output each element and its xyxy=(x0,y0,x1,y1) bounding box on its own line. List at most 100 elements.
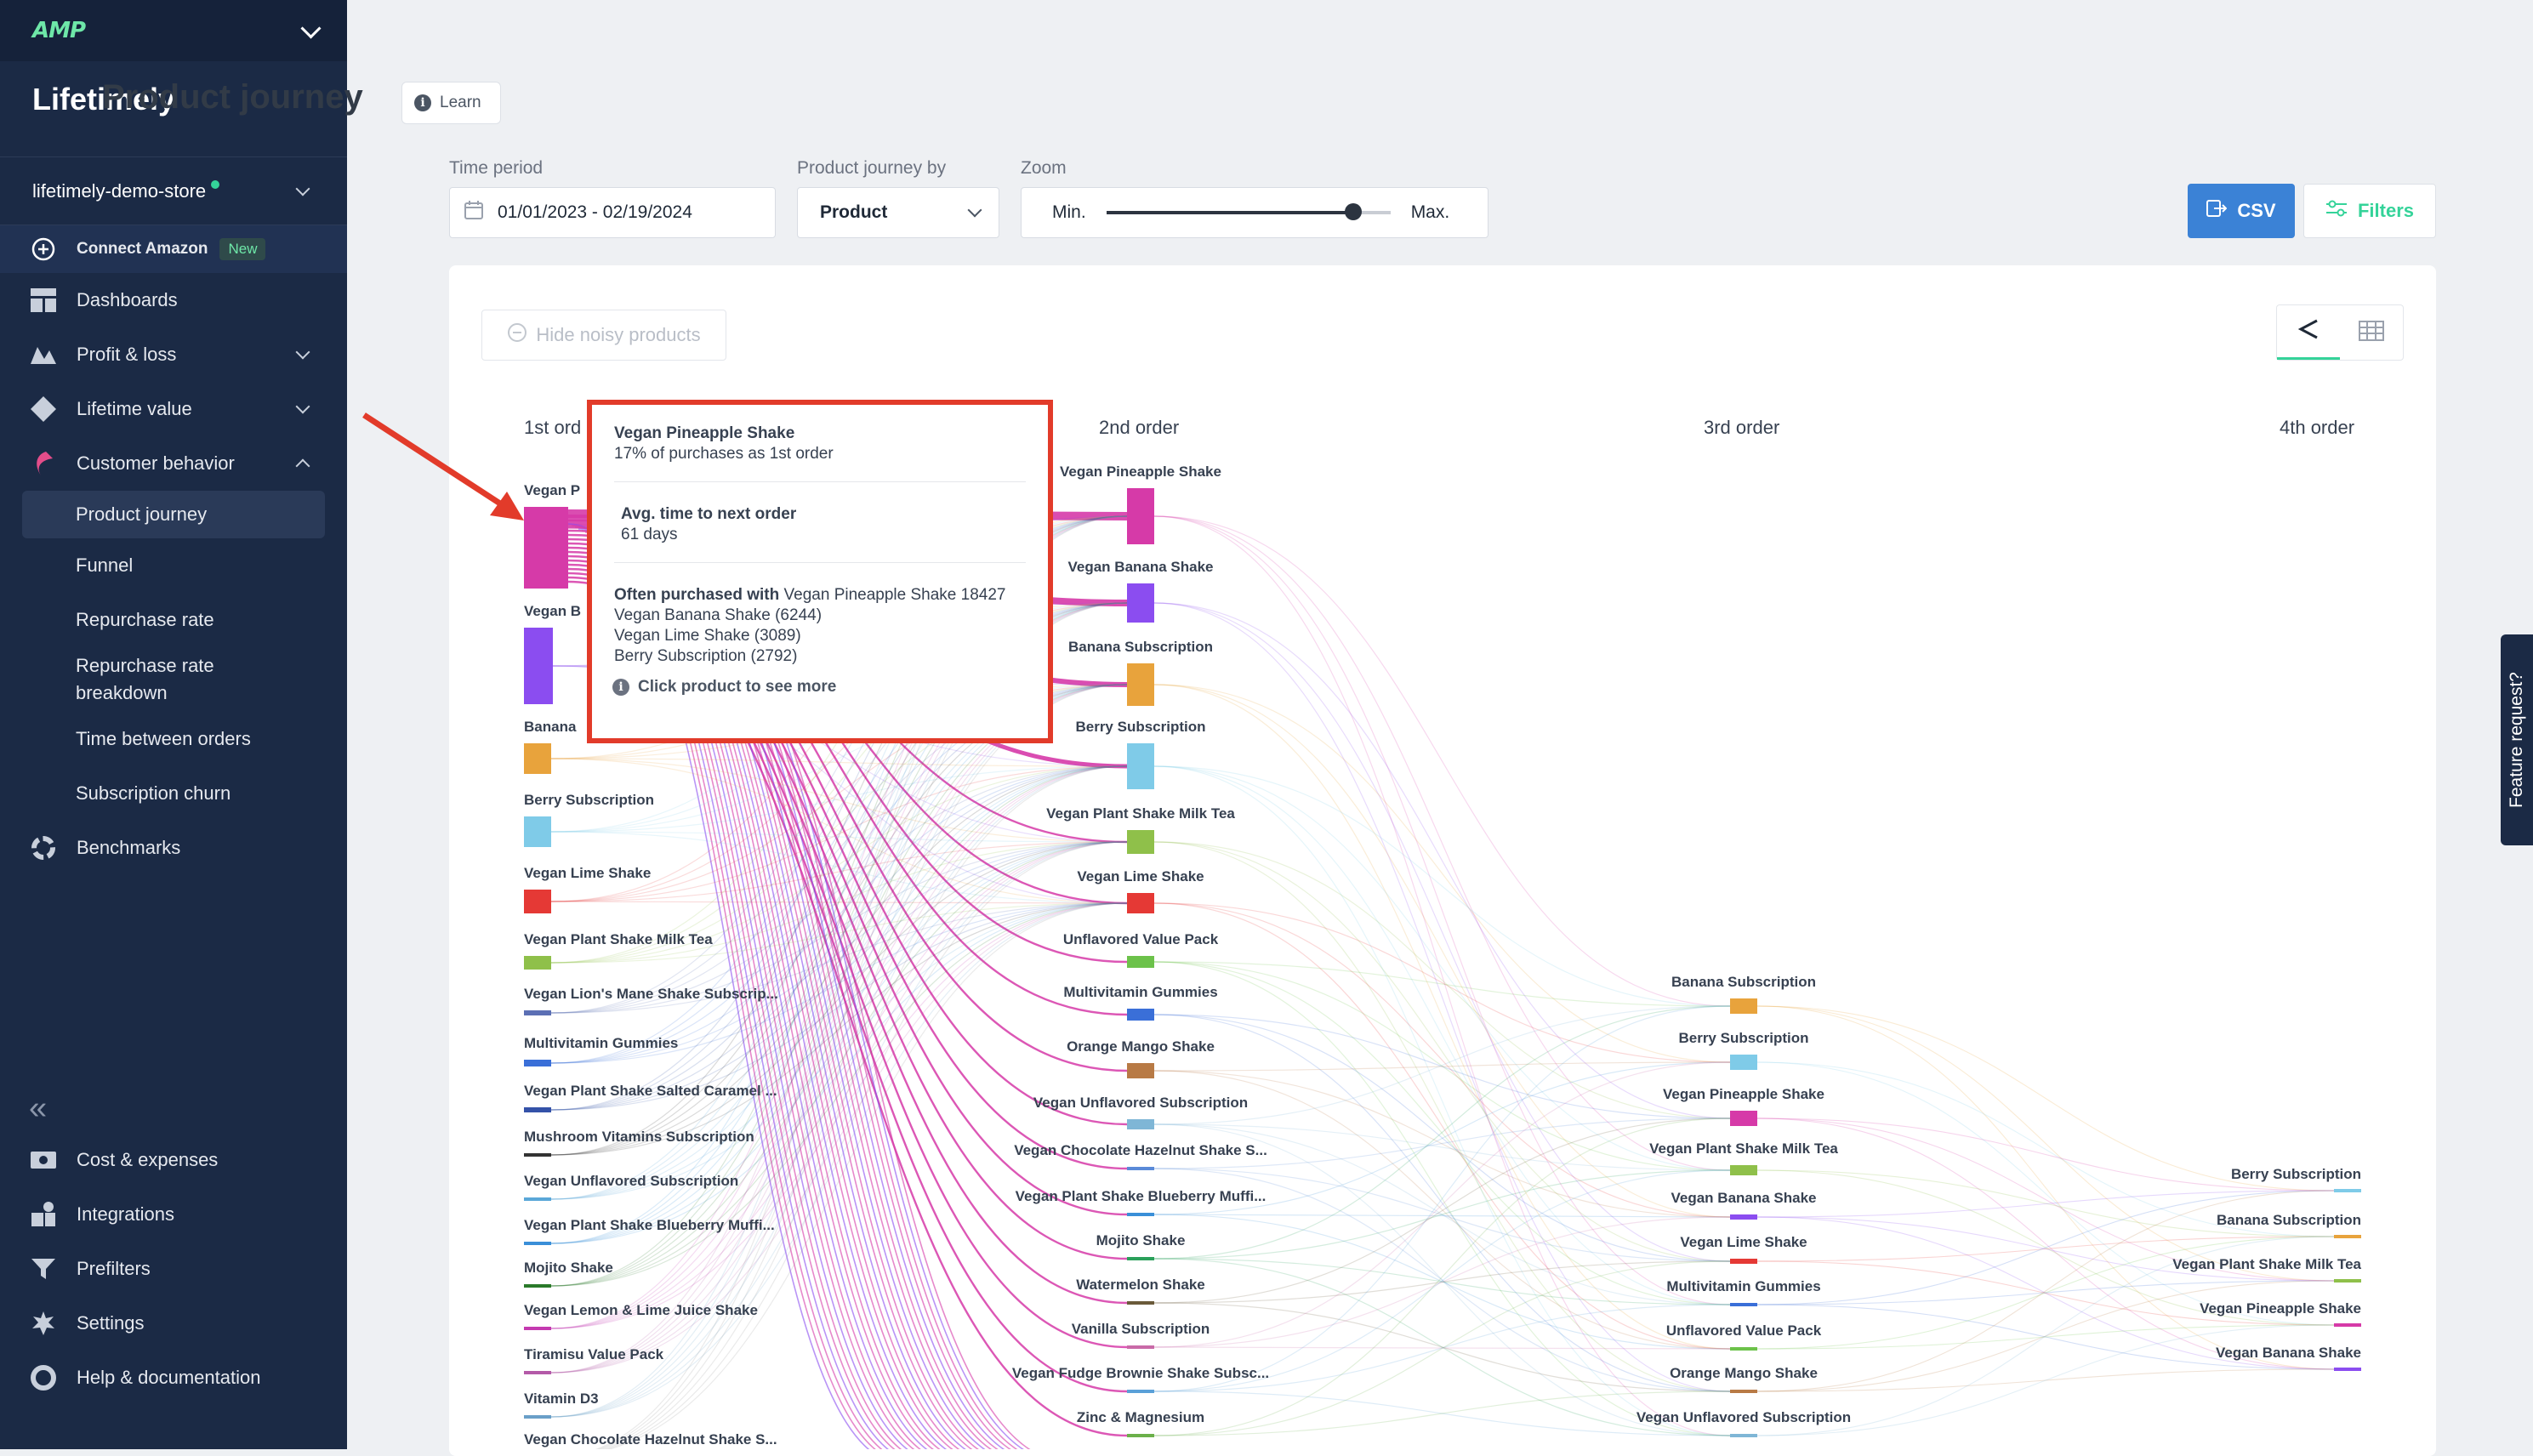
sidebar-item-dashboards[interactable]: Dashboards xyxy=(0,273,347,327)
zoom-min-label: Min. xyxy=(1052,202,1086,222)
tooltip-product: Vegan Pineapple Shake xyxy=(614,424,795,442)
zoom-slider[interactable] xyxy=(1106,203,1391,220)
brand-title: Lifetimely xyxy=(0,61,347,157)
sidebar-item-label: Funnel xyxy=(76,555,134,576)
sidebar-item-lifetime-value[interactable]: Lifetime value xyxy=(0,382,347,436)
zoom-max-label: Max. xyxy=(1410,202,1450,222)
tooltip-often-label: Often purchased with xyxy=(614,586,780,604)
integrations-icon xyxy=(29,1200,58,1229)
chart-icon xyxy=(29,340,58,369)
sidebar-item-profit-loss[interactable]: Profit & loss xyxy=(0,327,347,382)
tooltip-often-item: Vegan Lime Shake (3089) xyxy=(614,627,801,645)
diamond-icon xyxy=(29,395,58,424)
sidebar-item-label: Help & documentation xyxy=(77,1367,261,1388)
info-icon: i xyxy=(612,679,629,696)
tooltip-often-first: Vegan Pineapple Shake 18427 xyxy=(783,586,1006,604)
sidebar-item-prefilters[interactable]: Prefilters xyxy=(0,1242,347,1296)
table-view-button[interactable] xyxy=(2340,305,2403,360)
sidebar-item-funnel[interactable]: Funnel xyxy=(0,538,347,593)
sidebar-item-label: Integrations xyxy=(77,1203,174,1225)
sidebar-item-label: Repurchase rate breakdown xyxy=(76,655,214,703)
sidebar-item-label: Customer behavior xyxy=(77,452,235,474)
tooltip-percentage: 17% of purchases as 1st order xyxy=(614,445,834,463)
sidebar-item-label: Lifetime value xyxy=(77,398,192,419)
share-icon xyxy=(2297,318,2320,344)
minus-circle-icon xyxy=(507,322,527,348)
sidebar-item-subscription-churn[interactable]: Subscription churn xyxy=(0,766,347,821)
sidebar-item-label: Repurchase rate xyxy=(76,609,214,630)
sidebar-item-connect-amazon[interactable]: Connect Amazon New xyxy=(0,225,347,273)
sidebar-item-repurchase-rate[interactable]: Repurchase rate xyxy=(0,593,347,647)
sidebar-item-label: Cost & expenses xyxy=(77,1149,219,1170)
filter-icon xyxy=(29,1254,58,1283)
calendar-icon xyxy=(464,200,484,225)
chevron-down-icon[interactable] xyxy=(295,399,310,414)
tooltip-often-item: Vegan Banana Shake (6244) xyxy=(614,606,823,624)
sidebar-bottom-nav: Cost & expenses Integrations Prefilters … xyxy=(0,1133,347,1405)
time-period-label: Time period xyxy=(449,158,544,178)
sidebar-item-label: Settings xyxy=(77,1312,145,1334)
new-badge: New xyxy=(219,238,266,260)
filters-label: Filters xyxy=(2357,200,2415,221)
zoom-slider-handle[interactable] xyxy=(1345,203,1363,220)
store-name: lifetimely-demo-store xyxy=(32,179,207,202)
tooltip-click-more[interactable]: Click product to see more xyxy=(638,678,837,696)
chevron-down-icon xyxy=(967,202,982,218)
sliders-icon xyxy=(2325,200,2348,222)
sidebar-item-label: Connect Amazon xyxy=(77,240,208,258)
store-status-dot xyxy=(211,179,220,189)
page-title: Product journey xyxy=(102,78,363,116)
sidebar-item-label: Subscription churn xyxy=(76,782,231,804)
info-icon: i xyxy=(414,94,431,111)
sidebar-item-time-between-orders[interactable]: Time between orders xyxy=(0,712,347,766)
zoom-label: Zoom xyxy=(1021,158,1067,178)
view-toggle xyxy=(2276,304,2404,361)
learn-button[interactable]: i Learn xyxy=(401,82,501,124)
sidebar-item-customer-behavior[interactable]: Customer behavior xyxy=(0,436,347,491)
chevron-down-icon[interactable] xyxy=(295,344,310,360)
sidebar-app-switcher[interactable]: AMP xyxy=(0,0,347,61)
export-icon xyxy=(2206,199,2228,223)
help-icon xyxy=(29,1363,58,1392)
dashboard-icon xyxy=(29,286,58,315)
learn-label: Learn xyxy=(440,94,481,111)
column-header-2nd-order: 2nd order xyxy=(1099,417,1180,438)
sidebar-item-integrations[interactable]: Integrations xyxy=(0,1187,347,1242)
sidebar-item-product-journey[interactable]: Product journey xyxy=(22,491,325,538)
chevron-up-icon[interactable] xyxy=(295,458,310,474)
customer-behavior-icon xyxy=(29,449,58,478)
tooltip-often-item: Berry Subscription (2792) xyxy=(614,647,798,665)
plus-circle-icon xyxy=(29,235,58,264)
time-period-value: 01/01/2023 - 02/19/2024 xyxy=(498,202,692,222)
journey-by-label: Product journey by xyxy=(797,158,947,178)
amp-logo: AMP xyxy=(32,18,86,43)
sidebar-item-label: Time between orders xyxy=(76,728,251,749)
feature-request-tab[interactable]: Feature request? xyxy=(2501,634,2533,845)
feature-request-label: Feature request? xyxy=(2507,672,2526,808)
sidebar-item-label: Product journey xyxy=(76,503,208,525)
collapse-sidebar-icon[interactable]: « xyxy=(29,1090,48,1126)
column-header-3rd-order: 3rd order xyxy=(1704,417,1780,438)
zoom-control: Min. Max. xyxy=(1021,187,1488,238)
chevron-down-icon[interactable] xyxy=(295,181,310,196)
filters-button[interactable]: Filters xyxy=(2303,184,2436,238)
wallet-icon xyxy=(29,1146,58,1174)
sidebar-item-settings[interactable]: Settings xyxy=(0,1296,347,1351)
column-header-1st-order: 1st ord xyxy=(524,417,582,438)
store-selector[interactable]: lifetimely-demo-store xyxy=(0,157,347,225)
sidebar-item-repurchase-rate-breakdown[interactable]: Repurchase rate breakdown xyxy=(0,647,347,712)
zoom-slider-fill xyxy=(1106,211,1354,214)
sidebar-item-cost-expenses[interactable]: Cost & expenses xyxy=(0,1133,347,1187)
csv-label: CSV xyxy=(2237,200,2276,221)
tooltip-avg-value: 61 days xyxy=(621,526,678,543)
csv-export-button[interactable]: CSV xyxy=(2188,184,2295,238)
time-period-picker[interactable]: 01/01/2023 - 02/19/2024 xyxy=(449,187,776,238)
sankey-view-button[interactable] xyxy=(2277,305,2340,360)
sidebar-item-benchmarks[interactable]: Benchmarks xyxy=(0,821,347,875)
hide-noisy-label: Hide noisy products xyxy=(536,324,701,345)
sidebar-item-help[interactable]: Help & documentation xyxy=(0,1351,347,1405)
chevron-down-icon[interactable] xyxy=(300,17,322,39)
sidebar-item-label: Benchmarks xyxy=(77,837,181,858)
journey-by-select[interactable]: Product xyxy=(797,187,999,238)
hide-noisy-products-button[interactable]: Hide noisy products xyxy=(481,310,726,361)
